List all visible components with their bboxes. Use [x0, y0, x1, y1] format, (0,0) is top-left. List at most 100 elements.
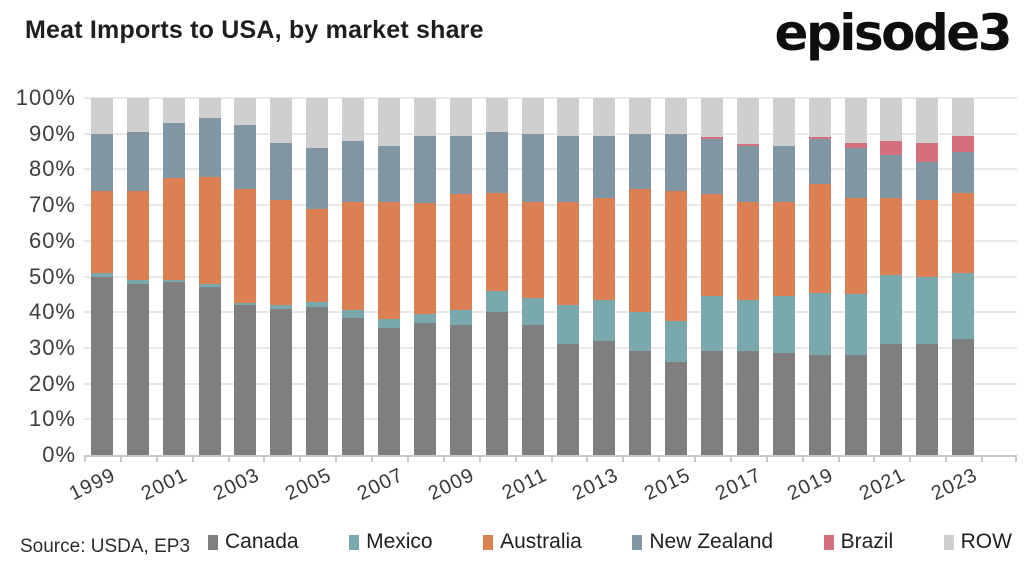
- x-axis-tick: [909, 457, 912, 462]
- bar-segment-australia-2014: [629, 189, 652, 313]
- bar-segment-canada-2004: [270, 308, 293, 455]
- bar-segment-canada-2011: [521, 324, 544, 455]
- x-axis-tick: [191, 457, 194, 462]
- bar-segment-mexico-2010: [485, 290, 508, 313]
- bar-segment-canada-1999: [90, 276, 113, 455]
- bar-segment-australia-2008: [413, 203, 436, 314]
- x-axis-tick: [84, 457, 86, 462]
- bar-segment-canada-2015: [665, 362, 688, 455]
- x-axis-tick: [729, 457, 732, 462]
- x-axis-tick: [765, 457, 768, 462]
- x-axis-tick: [622, 457, 625, 462]
- x-tick-label: 2021: [855, 464, 910, 506]
- chart-title: Meat Imports to USA, by market share: [25, 16, 484, 44]
- bar-segment-new-zealand-2019: [808, 139, 831, 184]
- bar-segment-canada-2016: [700, 351, 723, 455]
- x-axis-tick: [873, 457, 876, 462]
- bar-segment-canada-2009: [449, 324, 472, 455]
- bar-segment-row-2013: [593, 98, 616, 136]
- x-axis-tick: [478, 457, 481, 462]
- y-tick-label: 30%: [28, 334, 76, 360]
- x-axis-tick: [335, 457, 338, 462]
- bar-segment-mexico-2004: [270, 305, 293, 309]
- bar-segment-mexico-2017: [736, 299, 759, 352]
- legend-item-brazil: Brazil: [823, 530, 894, 554]
- gridline: [84, 204, 1017, 207]
- x-axis-tick: [801, 457, 804, 462]
- bar-segment-row-2001: [162, 98, 185, 123]
- bar-segment-canada-2003: [234, 305, 257, 455]
- bar-segment-brazil-2019: [808, 137, 831, 140]
- bar-segment-brazil-2022: [916, 142, 939, 163]
- bar-segment-canada-2019: [808, 355, 831, 455]
- bar-segment-new-zealand-2007: [378, 146, 401, 202]
- bar-segment-australia-2005: [306, 208, 329, 302]
- legend-label: Mexico: [366, 530, 433, 553]
- legend-item-new-zealand: New Zealand: [632, 530, 773, 554]
- x-axis-tick: [406, 457, 409, 462]
- x-tick-label: 2003: [209, 464, 264, 506]
- bar-segment-mexico-2023: [952, 272, 975, 339]
- legend-item-row: ROW: [943, 530, 1012, 554]
- legend-label: New Zealand: [649, 530, 774, 553]
- bar-segment-mexico-2000: [126, 280, 149, 284]
- bar-segment-row-1999: [90, 98, 113, 134]
- gridline: [84, 275, 1017, 278]
- bar-segment-new-zealand-2018: [772, 146, 795, 202]
- bar-segment-new-zealand-2009: [449, 135, 472, 195]
- bar-segment-australia-2023: [952, 192, 975, 273]
- legend-swatch: [349, 534, 360, 550]
- bar-segment-new-zealand-2022: [916, 162, 939, 200]
- legend-swatch: [483, 534, 494, 550]
- bar-segment-mexico-2007: [378, 319, 401, 329]
- x-axis-tick: [227, 457, 230, 462]
- bar-segment-canada-2021: [880, 344, 903, 455]
- x-tick-label: 2019: [784, 464, 838, 506]
- bar-segment-row-2020: [844, 98, 867, 143]
- bar-segment-brazil-2016: [700, 137, 723, 140]
- bar-segment-row-2015: [665, 98, 688, 134]
- bar-segment-australia-2016: [700, 194, 723, 297]
- bar-segment-mexico-2006: [342, 310, 365, 318]
- x-axis-tick: [155, 457, 158, 462]
- x-axis-tick: [514, 457, 517, 462]
- y-tick-label: 80%: [28, 156, 76, 182]
- bar-segment-row-2005: [306, 98, 329, 148]
- bar-segment-brazil-2023: [952, 135, 975, 152]
- bar-segment-row-2007: [378, 98, 401, 147]
- x-axis-tick: [1015, 457, 1017, 462]
- bar-segment-new-zealand-2010: [485, 131, 508, 193]
- y-tick-label: 0%: [42, 442, 76, 467]
- gridline: [84, 132, 1017, 135]
- x-tick-label: 1999: [66, 464, 120, 506]
- x-axis-line: [84, 455, 1017, 457]
- bar-segment-australia-2011: [521, 201, 544, 298]
- bar-segment-australia-2001: [162, 178, 185, 281]
- bar-segment-canada-2002: [198, 287, 221, 455]
- bar-segment-row-2000: [126, 98, 149, 132]
- bar-segment-australia-2013: [593, 197, 616, 300]
- bar-segment-new-zealand-2003: [234, 124, 257, 190]
- bar-segment-row-2021: [880, 98, 903, 141]
- bar-segment-mexico-2016: [700, 296, 723, 352]
- x-axis-tick: [694, 457, 697, 462]
- bar-segment-mexico-2009: [449, 310, 472, 325]
- x-axis-tick: [550, 457, 553, 462]
- bar-segment-australia-2012: [557, 201, 580, 306]
- x-axis-tick: [586, 457, 589, 462]
- x-tick-label: 2013: [568, 464, 622, 506]
- bar-segment-canada-2014: [629, 351, 652, 455]
- bar-segment-new-zealand-2020: [844, 148, 867, 198]
- bar-segment-australia-2004: [270, 199, 293, 306]
- bar-segment-mexico-2019: [808, 292, 831, 356]
- bar-segment-australia-2022: [916, 199, 939, 277]
- x-axis-tick: [837, 457, 840, 462]
- legend-label: Brazil: [840, 530, 894, 553]
- bar-segment-australia-2009: [449, 194, 472, 311]
- gridline: [84, 382, 1017, 385]
- bar-segment-australia-2006: [342, 201, 365, 311]
- bar-segment-australia-2018: [772, 201, 795, 297]
- episode3-logo: episode3: [774, 4, 1013, 62]
- bar-segment-mexico-2012: [557, 305, 580, 345]
- bar-segment-new-zealand-2012: [557, 135, 580, 202]
